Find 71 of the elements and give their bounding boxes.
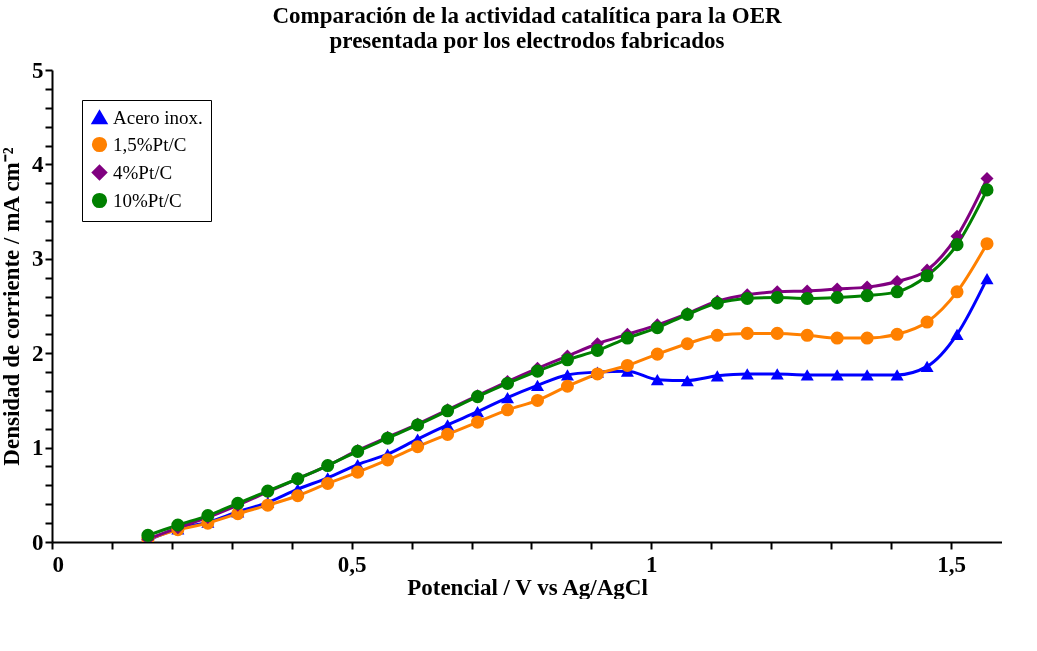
point <box>530 393 545 407</box>
point <box>980 272 994 285</box>
x-tick-label: 0,5 <box>337 551 367 577</box>
point <box>920 315 934 329</box>
point <box>590 343 604 357</box>
point <box>381 453 395 467</box>
point <box>950 328 964 340</box>
legend-label: 1,5%Pt/C <box>113 133 187 155</box>
point <box>800 369 814 381</box>
legend-label: 4%Pt/C <box>113 161 173 183</box>
point <box>920 360 934 373</box>
point <box>501 403 515 417</box>
point <box>680 337 694 351</box>
point <box>740 326 754 340</box>
point <box>710 328 724 342</box>
point <box>860 369 874 381</box>
legend-label: Acero inox. <box>113 106 203 128</box>
point <box>830 291 844 305</box>
point <box>650 347 664 361</box>
point <box>860 289 874 303</box>
point <box>411 440 425 454</box>
x-tick-label: 1,5 <box>937 551 966 577</box>
legend-label: 10%Pt/C <box>113 189 182 211</box>
point <box>890 369 904 381</box>
point <box>141 528 155 542</box>
point <box>560 353 574 367</box>
point <box>980 237 994 251</box>
point <box>890 327 904 341</box>
x-axis-title: Potencial / V vs Ag/AgCl <box>407 574 648 600</box>
point <box>530 379 545 391</box>
y-tick-label: 4 <box>32 151 44 177</box>
point <box>471 415 485 429</box>
point <box>980 172 994 186</box>
y-tick-label: 1 <box>32 435 44 461</box>
point <box>650 373 664 386</box>
point <box>710 370 724 382</box>
point <box>620 331 634 345</box>
point <box>920 269 934 283</box>
point <box>950 238 964 252</box>
point <box>261 498 275 512</box>
chart-subtitle: presentada por los electrodos fabricados <box>329 28 725 53</box>
point <box>830 331 844 345</box>
x-tick-label: 1 <box>646 551 658 577</box>
y-axis-title: Densidad de corriente / mA cm⁻² <box>0 147 24 466</box>
point <box>770 291 784 305</box>
point <box>800 328 814 342</box>
point <box>680 374 694 387</box>
point <box>560 369 574 381</box>
point <box>830 369 844 381</box>
point <box>291 489 305 503</box>
point <box>441 427 455 441</box>
point <box>620 358 634 372</box>
y-tick-label: 5 <box>32 57 44 83</box>
y-tick-label: 2 <box>32 340 44 366</box>
y-tick-label: 0 <box>32 529 44 555</box>
point <box>890 274 904 288</box>
point <box>321 476 335 490</box>
point <box>560 379 574 393</box>
point <box>800 291 814 305</box>
point <box>740 368 754 380</box>
point <box>980 183 994 197</box>
y-tick-label: 3 <box>32 246 44 272</box>
point <box>770 368 784 380</box>
point <box>860 331 874 345</box>
chart-title: Comparación de la actividad catalítica para la OER <box>272 3 782 28</box>
point <box>890 285 904 299</box>
point <box>950 285 964 299</box>
point <box>770 326 784 340</box>
point <box>501 391 515 404</box>
x-tick-label: 0 <box>52 551 64 577</box>
point <box>351 465 365 479</box>
